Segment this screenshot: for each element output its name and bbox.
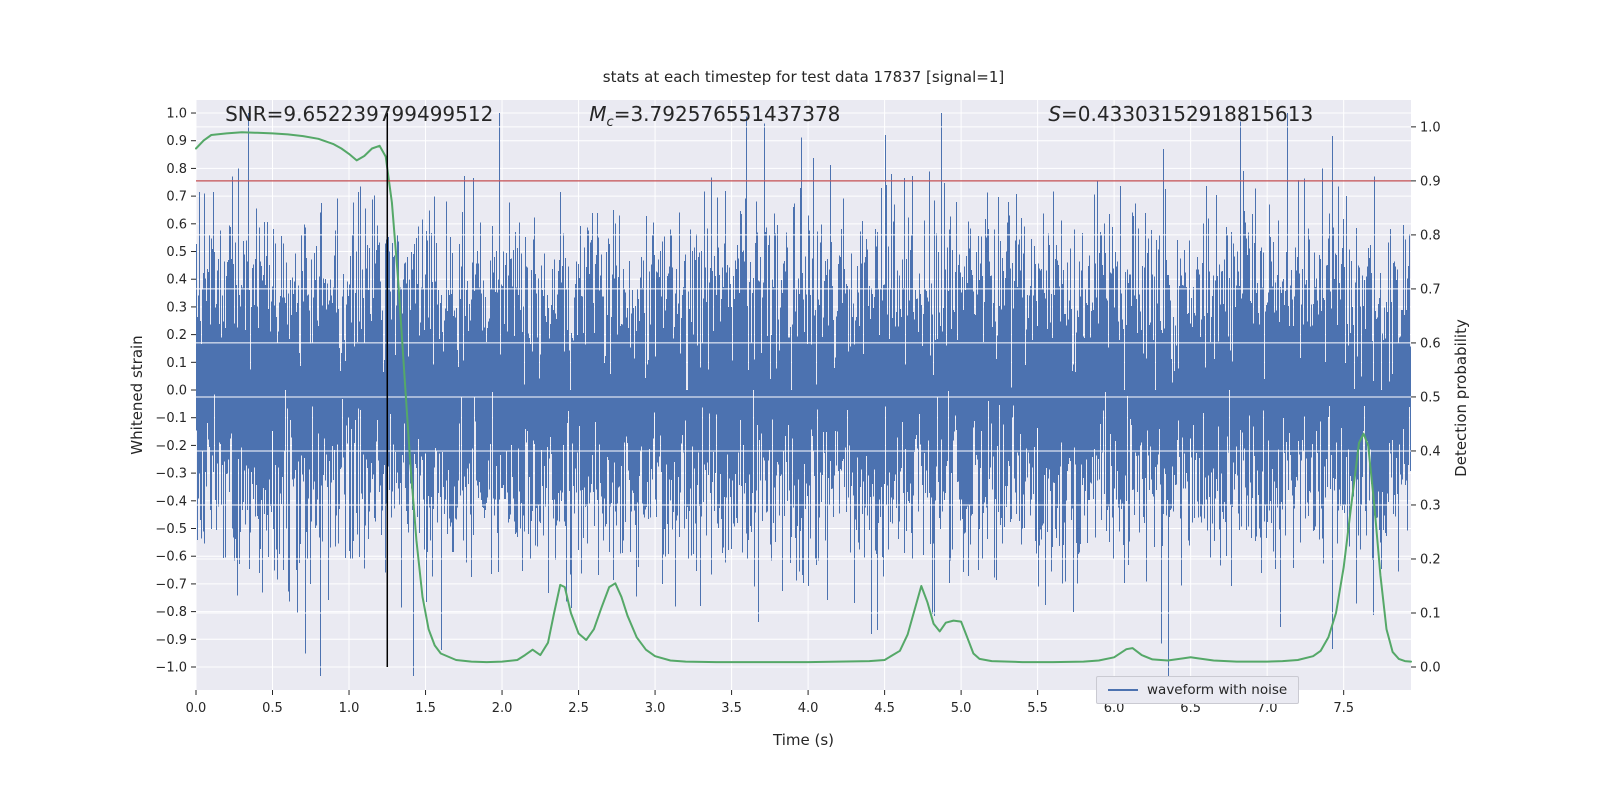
y-tick-label-right: 0.7	[1420, 282, 1441, 297]
x-tick-label: 0.5	[262, 701, 283, 716]
x-tick-label: 7.0	[1257, 701, 1278, 716]
y-tick-label-left: −0.2	[155, 439, 187, 454]
annotation-chirp-mass-value: =3.792576551437378	[613, 102, 841, 126]
x-tick-label: 6.5	[1180, 701, 1201, 716]
y-axis-label-left: Whitened strain	[128, 335, 146, 455]
y-tick-label-left: −0.1	[155, 411, 187, 426]
annotation-stat-value: =0.43303152918815613	[1061, 102, 1314, 126]
y-tick-label-left: −0.4	[155, 494, 187, 509]
annotation-chirp-mass-sub: c	[606, 115, 614, 130]
y-tick-label-left: 0.5	[166, 245, 187, 260]
x-tick-label: 6.0	[1104, 701, 1125, 716]
annotation-chirp-mass-label: M	[589, 102, 607, 126]
y-tick-label-left: 0.2	[166, 328, 187, 343]
y-tick-label-right: 0.3	[1420, 498, 1441, 513]
tick-labels: 1.0 0.9 0.8 0.7 0.6 0.5 0.4 0.3 0.2 0.1 0.0 −0.1 −0.…	[155, 107, 1440, 716]
x-tick-label: 4.5	[874, 701, 895, 716]
legend: waveform with noise	[1096, 676, 1300, 704]
x-tick-label: 1.5	[415, 701, 436, 716]
y-tick-label-left: 0.6	[166, 217, 187, 232]
y-axis-label-right: Detection probability	[1452, 319, 1470, 477]
annotation-snr-label: SNR	[225, 102, 267, 126]
y-tick-label-right: 0.2	[1420, 552, 1441, 567]
x-tick-label: 2.5	[568, 701, 589, 716]
y-tick-label-right: 0.8	[1420, 228, 1441, 243]
annotation-chirp-mass: Mc=3.792576551437378	[589, 102, 840, 130]
y-tick-label-left: −0.6	[155, 550, 187, 565]
y-tick-label-left: −0.3	[155, 467, 187, 482]
y-tick-label-left: 0.8	[166, 162, 187, 177]
annotation-stat: S=0.43303152918815613	[1048, 102, 1313, 126]
annotation-snr: SNR=9.652239799499512	[225, 102, 493, 126]
y-tick-label-left: 0.1	[166, 356, 187, 371]
detection-probability-series	[195, 131, 1412, 664]
y-tick-label-left: −0.9	[155, 633, 187, 648]
y-tick-label-left: −0.7	[155, 577, 187, 592]
legend-line-swatch	[1108, 689, 1138, 691]
y-tick-label-right: 0.4	[1420, 444, 1441, 459]
y-tick-label-left: −1.0	[155, 661, 187, 676]
y-tick-label-left: −0.8	[155, 605, 187, 620]
y-tick-label-right: 0.9	[1420, 174, 1441, 189]
y-tick-label-left: −0.5	[155, 522, 187, 537]
y-tick-label-left: 0.0	[166, 384, 187, 399]
x-tick-label: 5.0	[951, 701, 972, 716]
x-tick-label: 2.0	[492, 701, 513, 716]
x-tick-label: 4.0	[798, 701, 819, 716]
x-tick-label: 1.0	[339, 701, 360, 716]
x-axis-label: Time (s)	[773, 731, 834, 749]
annotation-stat-label: S	[1048, 102, 1062, 126]
y-tick-label-left: 0.7	[166, 190, 187, 205]
y-tick-label-right: 0.0	[1420, 661, 1441, 676]
legend-label: waveform with noise	[1147, 682, 1288, 698]
y-tick-label-right: 0.6	[1420, 336, 1441, 351]
y-tick-label-left: 0.3	[166, 300, 187, 315]
chart-title: stats at each timestep for test data 178…	[602, 68, 1005, 86]
x-tick-label: 0.0	[186, 701, 207, 716]
y-tick-label-right: 0.1	[1420, 606, 1441, 621]
x-tick-label: 7.5	[1333, 701, 1354, 716]
x-tick-label: 3.5	[721, 701, 742, 716]
y-tick-label-left: 1.0	[166, 107, 187, 122]
waveform-noise-series	[196, 113, 1411, 681]
y-tick-label-right: 1.0	[1420, 120, 1441, 135]
x-tick-label: 5.5	[1027, 701, 1048, 716]
y-tick-label-left: 0.4	[166, 273, 187, 288]
y-tick-label-left: 0.9	[166, 134, 187, 149]
annotation-snr-value: =9.652239799499512	[266, 102, 494, 126]
y-tick-label-right: 0.5	[1420, 390, 1441, 405]
x-tick-label: 3.0	[645, 701, 666, 716]
